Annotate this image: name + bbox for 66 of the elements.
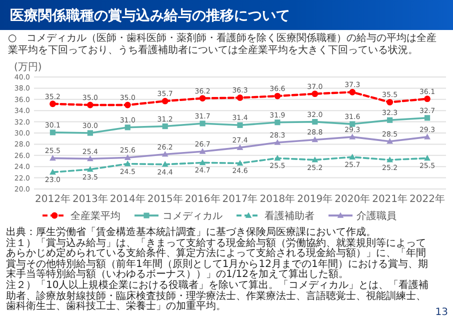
point xyxy=(350,121,356,127)
text: 13 xyxy=(435,307,448,318)
point xyxy=(386,156,394,162)
point xyxy=(199,148,206,154)
point xyxy=(124,102,131,108)
point xyxy=(124,154,131,160)
point xyxy=(424,134,430,140)
text: 注１）「賞与込み給与」は、「きまって支給する現金給与額（労働協約、就業規則等によってあらかじめ定められている支給条件、算定方法によって支給される現金給与額）」に、「年間賞与その他特別給与額（前年1年間（原則として1月から12月までの1年間）における賞与、期末手当等特別給与額（いわゆるボーナス））」の1/12を加えて算出した額。 xyxy=(6,238,429,280)
point xyxy=(200,120,206,126)
point xyxy=(86,102,94,108)
point xyxy=(199,95,206,102)
legend-label: 看護補助者 xyxy=(264,210,314,222)
text: 注２）「10人以上規模企業における役職者」を除いて算出。「コメディカル」とは、「看護補助者、診療放射線技師・臨床検査技師・理学療法士、作業療法士、言語聴覚士、視能訓練士、歯科衛生士、歯科技工士、栄養士」の加重平均。 xyxy=(6,280,430,313)
x-tick-label: 2022年 xyxy=(410,193,445,205)
point xyxy=(312,90,318,97)
x-tick-label: 2016年 xyxy=(184,193,220,205)
point xyxy=(162,98,168,104)
point xyxy=(162,150,168,157)
point xyxy=(236,94,244,101)
point xyxy=(312,119,318,125)
chart-title: 医療関係職種の賞与込み給与の推移について xyxy=(10,7,290,25)
point xyxy=(50,168,56,175)
point xyxy=(274,120,280,126)
point xyxy=(50,100,56,108)
x-tick-label: 2017年 xyxy=(222,193,258,205)
point xyxy=(236,144,244,150)
x-tick-label: 2021年 xyxy=(372,193,408,205)
point xyxy=(50,130,56,136)
point xyxy=(124,160,131,166)
y-axis-title: (万円) xyxy=(14,62,42,73)
point xyxy=(236,160,244,166)
point xyxy=(86,155,94,162)
chart-subtitle: ○ コメディカル（医師・歯科医師・薬剤師・看護師を除く医療関係職種）の給与の平均は全産業平均を下回っており、うち看護補助者については全産業平均を大きく下回っている状況。 xyxy=(8,33,438,57)
point xyxy=(124,124,130,130)
point xyxy=(349,134,356,140)
point xyxy=(387,117,393,123)
point xyxy=(274,92,281,100)
point xyxy=(386,99,394,106)
x-tick-label: 2020年 xyxy=(334,193,370,205)
point xyxy=(349,88,356,96)
point xyxy=(87,130,93,136)
point xyxy=(162,161,168,167)
x-tick-label: 2014年 xyxy=(110,193,146,205)
point xyxy=(312,136,318,142)
point xyxy=(86,166,94,172)
point xyxy=(424,154,430,161)
point xyxy=(50,154,56,161)
legend-label: 介護職員 xyxy=(356,210,396,222)
point xyxy=(424,115,430,121)
source-note: 出典：厚生労働省「賃金構造基本統計調査」に基づき保険局医療課において作成。 xyxy=(6,227,377,238)
x-tick-label: 2015年 xyxy=(147,193,183,205)
point xyxy=(424,96,430,102)
point xyxy=(349,154,356,160)
legend-label: 全産業平均 xyxy=(70,210,120,222)
point xyxy=(237,122,243,128)
point xyxy=(312,156,318,162)
point xyxy=(162,123,168,130)
point xyxy=(274,154,281,161)
point xyxy=(199,159,206,166)
x-tick-label: 2012年 xyxy=(35,193,70,205)
x-tick-label: 2019年 xyxy=(297,193,333,205)
x-tick-label: 2018年 xyxy=(260,193,296,205)
x-tick-label: 2013年 xyxy=(72,193,108,205)
legend-label: コメディカル xyxy=(162,211,222,222)
point xyxy=(274,139,281,145)
point xyxy=(386,138,394,144)
